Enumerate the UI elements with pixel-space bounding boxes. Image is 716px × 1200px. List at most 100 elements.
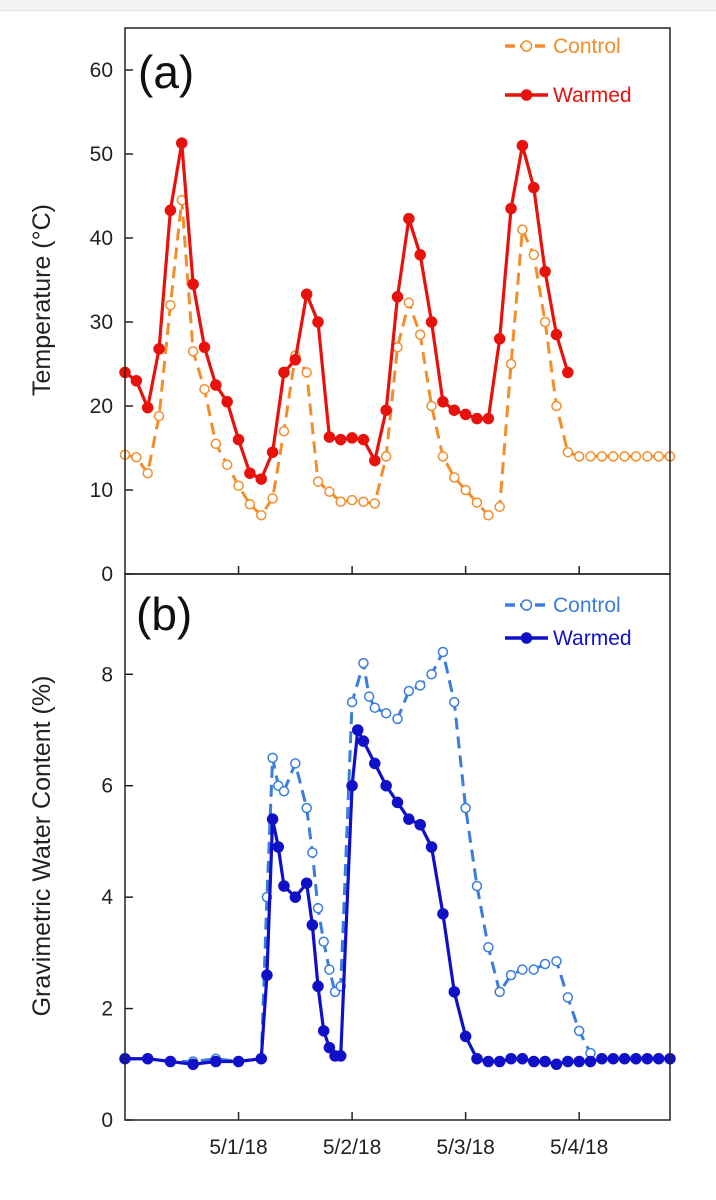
- panel-b-y-axis-title: Gravimetric Water Content (%): [28, 676, 56, 1017]
- panel-a-marks: [119, 137, 676, 521]
- data-point-warmed: [528, 181, 540, 194]
- legend-marker-warmed: [520, 632, 533, 644]
- data-point-control: [210, 438, 222, 450]
- data-point-warmed: [153, 343, 165, 355]
- legend-label-warmed: Warmed: [553, 627, 632, 650]
- data-point-warmed: [130, 375, 143, 387]
- data-point-control: [187, 346, 199, 357]
- data-point-warmed: [312, 980, 324, 993]
- data-point-control: [528, 964, 539, 975]
- data-point-warmed: [391, 291, 404, 303]
- data-point-control: [573, 451, 585, 462]
- data-point-warmed: [289, 354, 302, 366]
- x-tick-label: 5/1/18: [209, 1136, 267, 1159]
- data-point-warmed: [584, 1055, 597, 1068]
- data-point-control: [517, 224, 528, 235]
- data-point-control: [199, 383, 210, 395]
- legend-marker-warmed: [520, 89, 533, 101]
- data-point-control: [301, 802, 312, 814]
- data-point-warmed: [482, 412, 495, 425]
- data-point-warmed: [272, 841, 285, 853]
- legend-marker-control: [520, 599, 533, 611]
- data-point-control: [278, 786, 290, 797]
- top-border-strip: [0, 0, 716, 11]
- data-point-warmed: [232, 1055, 245, 1068]
- data-point-warmed: [306, 919, 319, 931]
- data-point-warmed: [278, 880, 290, 892]
- data-point-control: [380, 451, 392, 462]
- data-point-control: [392, 713, 403, 725]
- data-point-control: [324, 486, 335, 497]
- data-point-control: [551, 400, 562, 412]
- series-line-control: [125, 647, 670, 1064]
- data-point-control: [471, 497, 483, 508]
- x-tick-label: 5/3/18: [436, 1136, 494, 1159]
- data-point-warmed: [187, 1058, 199, 1071]
- data-point-control: [312, 903, 324, 914]
- data-point-control: [460, 484, 471, 496]
- data-point-control: [585, 451, 596, 462]
- data-point-warmed: [437, 908, 449, 920]
- data-point-warmed: [346, 432, 358, 444]
- legend-marker-control: [520, 40, 533, 52]
- data-point-warmed: [278, 366, 290, 379]
- x-tick-label: 5/2/18: [323, 1136, 381, 1159]
- data-point-control: [426, 400, 437, 412]
- data-point-warmed: [317, 1025, 330, 1037]
- y-tick-label: 30: [90, 311, 113, 334]
- data-point-warmed: [539, 1055, 551, 1068]
- data-point-warmed: [516, 139, 529, 152]
- data-point-warmed: [255, 473, 267, 485]
- data-point-control: [307, 847, 318, 858]
- data-point-warmed: [607, 1052, 619, 1065]
- data-point-control: [369, 702, 381, 713]
- data-point-warmed: [380, 779, 392, 792]
- data-point-control: [437, 646, 449, 658]
- data-point-control: [483, 509, 494, 521]
- panel-b-legend: Control Warmed: [505, 594, 632, 650]
- data-point-control: [449, 696, 460, 708]
- data-point-control: [562, 446, 574, 458]
- data-point-warmed: [562, 1055, 574, 1068]
- data-point-control: [414, 680, 426, 691]
- legend-label-control: Control: [553, 594, 621, 617]
- data-point-control: [483, 942, 494, 953]
- data-point-warmed: [352, 724, 364, 736]
- data-point-warmed: [596, 1052, 608, 1065]
- data-point-control: [142, 467, 153, 479]
- y-tick-label: 8: [101, 663, 113, 686]
- data-point-control: [131, 451, 142, 463]
- y-tick-label: 50: [90, 143, 113, 166]
- data-point-warmed: [266, 446, 279, 458]
- plot-frame: [124, 573, 671, 1121]
- data-point-control: [607, 451, 619, 462]
- data-point-control: [517, 964, 528, 975]
- data-point-control: [221, 459, 233, 471]
- data-point-control: [539, 316, 551, 328]
- data-point-warmed: [300, 288, 313, 301]
- data-point-warmed: [539, 265, 551, 278]
- data-point-control: [244, 499, 256, 510]
- panel-a-legend: Control Warmed: [505, 35, 632, 107]
- data-point-control: [358, 657, 369, 669]
- data-point-warmed: [493, 1055, 506, 1068]
- data-point-warmed: [266, 813, 279, 825]
- data-point-warmed: [198, 341, 211, 353]
- data-point-control: [528, 249, 539, 261]
- data-point-warmed: [493, 333, 506, 345]
- data-point-warmed: [630, 1052, 642, 1065]
- y-tick-label: 4: [101, 886, 113, 909]
- data-point-warmed: [210, 379, 222, 391]
- data-point-warmed: [187, 278, 199, 290]
- data-point-control: [318, 936, 329, 947]
- data-point-warmed: [448, 404, 461, 416]
- data-point-control: [562, 992, 574, 1003]
- y-tick-label: 10: [90, 479, 113, 502]
- data-point-warmed: [459, 408, 472, 421]
- data-point-control: [619, 451, 630, 462]
- data-point-control: [426, 669, 437, 680]
- data-point-warmed: [505, 202, 517, 215]
- panel-b-marks: [119, 646, 676, 1071]
- data-point-warmed: [221, 396, 233, 408]
